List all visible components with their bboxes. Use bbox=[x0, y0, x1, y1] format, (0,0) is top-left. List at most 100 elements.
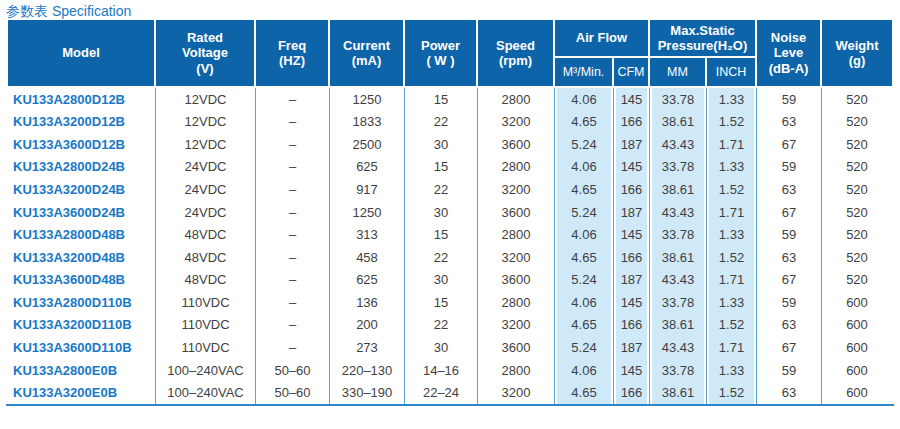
table-row: KU133A2800D12B12VDC–12501528004.0614533.… bbox=[8, 88, 892, 111]
value-cell: 3200 bbox=[478, 381, 555, 404]
value-cell: 166 bbox=[614, 246, 650, 269]
model-cell: KU133A3600D48B bbox=[8, 269, 156, 292]
model-cell: KU133A3600D12B bbox=[8, 133, 156, 156]
value-cell: 2800 bbox=[478, 88, 555, 111]
model-cell: KU133A3600D110B bbox=[8, 336, 156, 359]
table-row: KU133A2800D48B48VDC–3131528004.0614533.7… bbox=[8, 223, 892, 246]
value-cell: 5.24 bbox=[555, 269, 614, 292]
model-cell: KU133A2800D24B bbox=[8, 156, 156, 179]
value-cell: 4.06 bbox=[555, 223, 614, 246]
value-cell: – bbox=[256, 269, 330, 292]
table-row: KU133A2800D24B24VDC–6251528004.0614533.7… bbox=[8, 156, 892, 179]
value-cell: 2800 bbox=[478, 156, 555, 179]
value-cell: 30 bbox=[405, 269, 478, 292]
value-cell: 458 bbox=[330, 246, 405, 269]
header-power: Power ( W ) bbox=[405, 20, 478, 88]
value-cell: 520 bbox=[822, 133, 892, 156]
table-row: KU133A3200E0B100–240VAC50–60330–19022–24… bbox=[8, 381, 892, 404]
value-cell: 50–60 bbox=[256, 381, 330, 404]
value-cell: 1.52 bbox=[707, 246, 757, 269]
value-cell: 3600 bbox=[478, 336, 555, 359]
value-cell: 59 bbox=[757, 359, 822, 382]
value-cell: 59 bbox=[757, 223, 822, 246]
value-cell: 59 bbox=[757, 88, 822, 111]
value-cell: 220–130 bbox=[330, 359, 405, 382]
value-cell: – bbox=[256, 133, 330, 156]
value-cell: 187 bbox=[614, 201, 650, 224]
value-cell: 145 bbox=[614, 223, 650, 246]
header-noise-level: Noise Leve (dB-A) bbox=[757, 20, 822, 88]
value-cell: 1.52 bbox=[707, 178, 757, 201]
value-cell: 1.52 bbox=[707, 314, 757, 337]
value-cell: 38.61 bbox=[650, 178, 707, 201]
value-cell: 50–60 bbox=[256, 359, 330, 382]
value-cell: 110VDC bbox=[156, 291, 256, 314]
value-cell: 1833 bbox=[330, 111, 405, 134]
value-cell: 166 bbox=[614, 178, 650, 201]
value-cell: 600 bbox=[822, 359, 892, 382]
value-cell: 22 bbox=[405, 246, 478, 269]
value-cell: 15 bbox=[405, 223, 478, 246]
value-cell: 63 bbox=[757, 381, 822, 404]
value-cell: 24VDC bbox=[156, 156, 256, 179]
value-cell: 4.06 bbox=[555, 359, 614, 382]
value-cell: 15 bbox=[405, 156, 478, 179]
value-cell: 1.33 bbox=[707, 88, 757, 111]
value-cell: 520 bbox=[822, 111, 892, 134]
value-cell: 22 bbox=[405, 178, 478, 201]
value-cell: 22 bbox=[405, 314, 478, 337]
value-cell: – bbox=[256, 88, 330, 111]
value-cell: 110VDC bbox=[156, 336, 256, 359]
value-cell: 145 bbox=[614, 156, 650, 179]
value-cell: 38.61 bbox=[650, 314, 707, 337]
value-cell: 67 bbox=[757, 269, 822, 292]
header-model: Model bbox=[8, 20, 156, 88]
model-cell: KU133A3200D48B bbox=[8, 246, 156, 269]
value-cell: – bbox=[256, 246, 330, 269]
model-cell: KU133A2800D110B bbox=[8, 291, 156, 314]
header-weight: Weight (g) bbox=[822, 20, 892, 88]
value-cell: 330–190 bbox=[330, 381, 405, 404]
value-cell: 43.43 bbox=[650, 269, 707, 292]
value-cell: 4.65 bbox=[555, 381, 614, 404]
value-cell: 63 bbox=[757, 178, 822, 201]
table-row: KU133A3200D48B48VDC–4582232004.6516638.6… bbox=[8, 246, 892, 269]
value-cell: 3600 bbox=[478, 201, 555, 224]
value-cell: – bbox=[256, 223, 330, 246]
header-freq: Freq (HZ) bbox=[256, 20, 330, 88]
value-cell: 3200 bbox=[478, 246, 555, 269]
value-cell: 625 bbox=[330, 269, 405, 292]
value-cell: 4.06 bbox=[555, 88, 614, 111]
table-row: KU133A3600D12B12VDC–25003036005.2418743.… bbox=[8, 133, 892, 156]
value-cell: 3600 bbox=[478, 133, 555, 156]
value-cell: – bbox=[256, 111, 330, 134]
value-cell: 187 bbox=[614, 133, 650, 156]
value-cell: 22 bbox=[405, 111, 478, 134]
value-cell: 1.71 bbox=[707, 336, 757, 359]
value-cell: 67 bbox=[757, 336, 822, 359]
value-cell: 12VDC bbox=[156, 88, 256, 111]
header-pressure-inch: INCH bbox=[707, 58, 757, 88]
header-speed: Speed (rpm) bbox=[478, 20, 555, 88]
value-cell: 5.24 bbox=[555, 133, 614, 156]
value-cell: 2800 bbox=[478, 291, 555, 314]
value-cell: 38.61 bbox=[650, 381, 707, 404]
value-cell: – bbox=[256, 156, 330, 179]
value-cell: 24VDC bbox=[156, 201, 256, 224]
value-cell: 67 bbox=[757, 201, 822, 224]
value-cell: 15 bbox=[405, 88, 478, 111]
value-cell: 43.43 bbox=[650, 201, 707, 224]
page-title: 参数表 Specification bbox=[0, 0, 900, 20]
value-cell: 48VDC bbox=[156, 223, 256, 246]
value-cell: 166 bbox=[614, 381, 650, 404]
value-cell: 4.65 bbox=[555, 314, 614, 337]
value-cell: 136 bbox=[330, 291, 405, 314]
value-cell: 67 bbox=[757, 133, 822, 156]
value-cell: 4.06 bbox=[555, 156, 614, 179]
value-cell: 59 bbox=[757, 156, 822, 179]
model-cell: KU133A3200D24B bbox=[8, 178, 156, 201]
value-cell: – bbox=[256, 314, 330, 337]
value-cell: 33.78 bbox=[650, 359, 707, 382]
value-cell: 63 bbox=[757, 314, 822, 337]
value-cell: 520 bbox=[822, 156, 892, 179]
